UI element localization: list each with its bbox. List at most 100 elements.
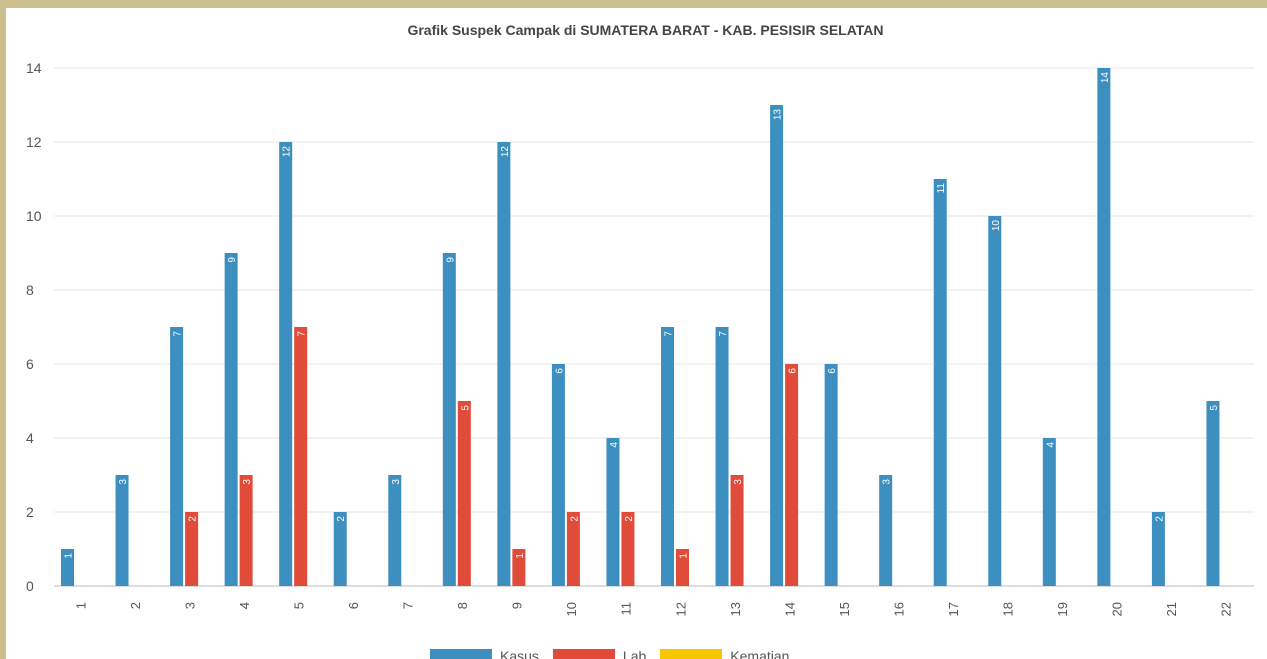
x-tick-label: 18: [1001, 602, 1016, 616]
bar-lab-3[interactable]: [185, 512, 199, 586]
bar-lab-11[interactable]: [621, 512, 635, 586]
bar-kasus-9[interactable]: [497, 142, 511, 586]
data-label-lab: 2: [188, 516, 199, 522]
x-tick-label: 4: [237, 602, 252, 609]
bar-kasus-14[interactable]: [770, 105, 784, 586]
data-label-lab: 1: [679, 553, 690, 559]
legend-item-kasus[interactable]: Kasus: [430, 648, 539, 659]
data-label-kasus: 14: [1100, 72, 1111, 84]
data-label-kasus: 10: [991, 220, 1002, 232]
data-label-kasus: 3: [118, 479, 129, 485]
data-label-kasus: 7: [718, 331, 729, 337]
x-tick-label: 9: [510, 602, 525, 609]
legend-swatch-kematian: [660, 649, 723, 659]
bar-chart: 0246810121411327239341275263795812196210…: [26, 60, 1254, 616]
bar-kasus-13[interactable]: [715, 327, 729, 586]
data-label-kasus: 6: [827, 368, 838, 374]
bar-kasus-2[interactable]: [115, 475, 129, 586]
x-tick-label: 17: [946, 602, 961, 616]
x-tick-label: 3: [182, 602, 197, 609]
bar-kasus-16[interactable]: [879, 475, 893, 586]
bar-kasus-12[interactable]: [661, 327, 674, 586]
data-label-kasus: 1: [64, 553, 75, 559]
data-label-lab: 7: [297, 331, 308, 337]
data-label-lab: 6: [788, 368, 799, 374]
bar-kasus-19[interactable]: [1042, 438, 1056, 586]
x-tick-label: 16: [891, 602, 906, 616]
x-tick-label: 12: [673, 602, 688, 616]
x-tick-label: 19: [1055, 602, 1070, 616]
data-label-kasus: 9: [227, 257, 238, 263]
bar-kasus-22[interactable]: [1206, 401, 1220, 586]
y-tick-label: 0: [26, 578, 34, 594]
bar-kasus-1[interactable]: [61, 549, 74, 586]
x-tick-label: 11: [619, 602, 634, 616]
bar-kasus-17[interactable]: [933, 179, 947, 586]
x-tick-label: 8: [455, 602, 470, 609]
legend-label-lab: Lab: [622, 648, 647, 659]
x-tick-label: 15: [837, 602, 852, 616]
bar-lab-12[interactable]: [676, 549, 689, 586]
data-label-kasus: 6: [554, 368, 565, 374]
data-label-kasus: 4: [1045, 442, 1056, 448]
bar-kasus-20[interactable]: [1097, 68, 1111, 586]
data-label-kasus: 2: [336, 516, 347, 522]
x-tick-label: 7: [401, 602, 416, 609]
bar-lab-4[interactable]: [239, 475, 253, 586]
data-label-lab: 3: [733, 479, 744, 485]
bar-kasus-18[interactable]: [988, 216, 1002, 586]
bar-lab-8[interactable]: [457, 401, 471, 586]
data-label-kasus: 12: [282, 146, 293, 158]
legend-swatch-kasus: [430, 649, 492, 659]
bar-kasus-8[interactable]: [442, 253, 456, 586]
legend-swatch-lab: [552, 649, 615, 659]
y-tick-label: 6: [26, 356, 34, 372]
bar-lab-14[interactable]: [785, 364, 799, 586]
y-tick-label: 14: [26, 60, 42, 76]
chart-panel: Grafik Suspek Campak di SUMATERA BARAT -…: [6, 8, 1267, 659]
x-tick-label: 10: [564, 602, 579, 616]
bar-kasus-6[interactable]: [333, 512, 347, 586]
data-label-kasus: 9: [445, 257, 456, 263]
x-tick-label: 1: [73, 602, 88, 609]
x-tick-label: 22: [1219, 602, 1234, 616]
y-tick-label: 4: [26, 430, 34, 446]
legend: Kasus Lab Kematian: [430, 648, 789, 659]
bar-lab-9[interactable]: [512, 549, 526, 586]
bar-kasus-4[interactable]: [224, 253, 238, 586]
data-label-kasus: 2: [1154, 516, 1165, 522]
bar-lab-13[interactable]: [730, 475, 744, 586]
data-label-kasus: 11: [936, 183, 947, 194]
y-tick-label: 12: [26, 134, 42, 150]
data-label-lab: 2: [569, 516, 580, 522]
x-tick-label: 6: [346, 602, 361, 609]
chart-title: Grafik Suspek Campak di SUMATERA BARAT -…: [407, 22, 884, 38]
bar-kasus-15[interactable]: [824, 364, 838, 586]
data-label-kasus: 4: [609, 442, 620, 448]
bar-kasus-11[interactable]: [606, 438, 620, 586]
x-tick-label: 13: [728, 602, 743, 616]
data-label-lab: 3: [242, 479, 253, 485]
x-tick-label: 20: [1110, 602, 1125, 616]
legend-item-kematian[interactable]: Kematian: [660, 648, 789, 659]
bar-lab-5[interactable]: [294, 327, 308, 586]
legend-label-kasus: Kasus: [500, 648, 539, 659]
legend-item-lab[interactable]: Lab: [552, 648, 647, 659]
data-label-kasus: 3: [882, 479, 893, 485]
data-label-kasus: 7: [664, 331, 675, 337]
bar-kasus-5[interactable]: [279, 142, 293, 586]
bar-kasus-7[interactable]: [388, 475, 402, 586]
bar-lab-10[interactable]: [566, 512, 580, 586]
data-label-kasus: 5: [1209, 405, 1220, 411]
bar-kasus-3[interactable]: [170, 327, 184, 586]
y-tick-label: 8: [26, 282, 34, 298]
data-label-kasus: 7: [173, 331, 184, 337]
bar-kasus-21[interactable]: [1151, 512, 1165, 586]
x-tick-label: 14: [782, 602, 797, 616]
data-label-lab: 2: [624, 516, 635, 522]
x-tick-label: 2: [128, 602, 143, 609]
data-label-kasus: 12: [500, 146, 511, 158]
bar-kasus-10[interactable]: [551, 364, 565, 586]
data-label-kasus: 13: [773, 109, 784, 121]
data-label-lab: 1: [515, 553, 526, 559]
